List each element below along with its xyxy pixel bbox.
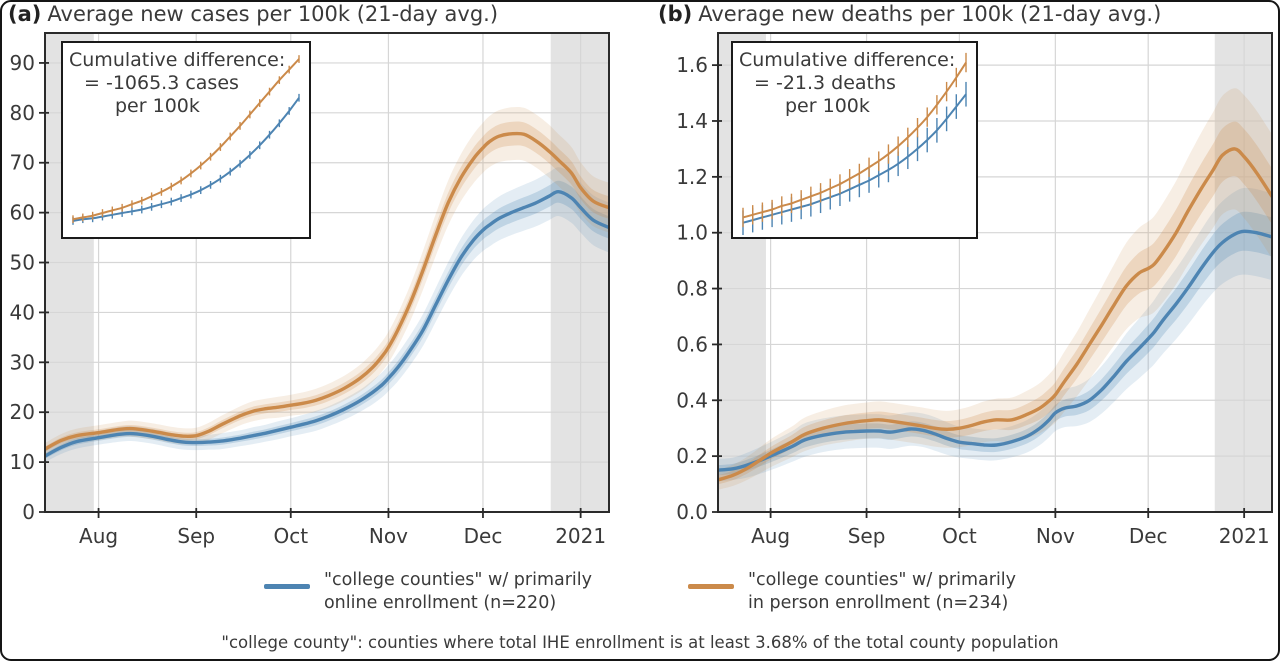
svg-text:Cumulative difference:: Cumulative difference:	[739, 49, 955, 71]
online-series-swatch	[263, 584, 310, 589]
svg-text:Cumulative difference:: Cumulative difference:	[69, 49, 285, 71]
footnote: "college county": counties where total I…	[221, 633, 1059, 652]
panel-a-title-text: Average new cases per 100k (21-day avg.)	[47, 2, 499, 26]
svg-text:20: 20	[10, 400, 35, 424]
svg-text:0.8: 0.8	[676, 277, 708, 301]
svg-text:Nov: Nov	[1036, 524, 1075, 548]
online-series-label: "college counties" w/ primarily online e…	[323, 570, 592, 614]
legend-item-in-person: "college counties" w/ primarily in perso…	[688, 569, 1016, 615]
svg-text:= -21.3 deaths: = -21.3 deaths	[754, 72, 896, 94]
svg-text:Sep: Sep	[848, 524, 886, 548]
svg-text:40: 40	[10, 300, 35, 324]
svg-text:1.6: 1.6	[676, 53, 708, 77]
panel-b-tag: (b)	[658, 2, 693, 26]
svg-text:0: 0	[22, 500, 35, 524]
svg-text:Nov: Nov	[369, 524, 408, 548]
svg-text:0.0: 0.0	[676, 500, 708, 524]
svg-text:0.2: 0.2	[676, 444, 708, 468]
panel-b-title: (b) Average new deaths per 100k (21-day a…	[658, 2, 1161, 26]
svg-text:Aug: Aug	[79, 524, 118, 548]
panel-b-title-text: Average new deaths per 100k (21-day avg.…	[698, 2, 1162, 26]
svg-text:Sep: Sep	[177, 524, 215, 548]
panel-a-title: (a) Average new cases per 100k (21-day av…	[8, 2, 498, 26]
in-person-series-swatch	[688, 584, 734, 589]
svg-text:2021: 2021	[555, 524, 606, 548]
legend-item-online: "college counties" w/ primarily online e…	[263, 569, 592, 615]
svg-text:0.6: 0.6	[676, 332, 708, 356]
svg-text:50: 50	[10, 251, 35, 275]
svg-text:= -1065.3 cases: = -1065.3 cases	[84, 72, 239, 94]
deaths-chart-canvas: Aug Sep Oct Nov Dec 2021 0.0 0.2 0.4 0.6 0.8 1.0 1.2…	[676, 32, 1273, 548]
svg-text:60: 60	[10, 201, 35, 225]
svg-text:Dec: Dec	[1129, 524, 1168, 548]
svg-text:2021: 2021	[1219, 524, 1270, 548]
svg-text:Dec: Dec	[464, 524, 503, 548]
svg-text:1.4: 1.4	[676, 109, 708, 133]
svg-text:90: 90	[10, 51, 35, 75]
svg-text:Aug: Aug	[751, 524, 790, 548]
svg-text:per 100k: per 100k	[115, 95, 200, 117]
svg-text:10: 10	[10, 450, 35, 474]
svg-text:Oct: Oct	[273, 524, 308, 548]
in-person-series-label: "college counties" w/ primarily in perso…	[748, 570, 1017, 614]
chart-legend: "college counties" w/ primarily online e…	[0, 569, 1280, 615]
panel-a-tag: (a)	[8, 2, 42, 26]
cases-chart-canvas: Aug Sep Oct Nov Dec 2021 0 10 20 30 40 50 60 70 80 90 Cu…	[10, 32, 610, 548]
svg-text:Oct: Oct	[942, 524, 977, 548]
svg-text:per 100k: per 100k	[785, 95, 870, 117]
svg-text:0.4: 0.4	[676, 388, 708, 412]
svg-text:70: 70	[10, 151, 35, 175]
svg-text:80: 80	[10, 101, 35, 125]
svg-text:1.0: 1.0	[676, 221, 708, 245]
svg-text:1.2: 1.2	[676, 165, 708, 189]
svg-text:30: 30	[10, 350, 35, 374]
